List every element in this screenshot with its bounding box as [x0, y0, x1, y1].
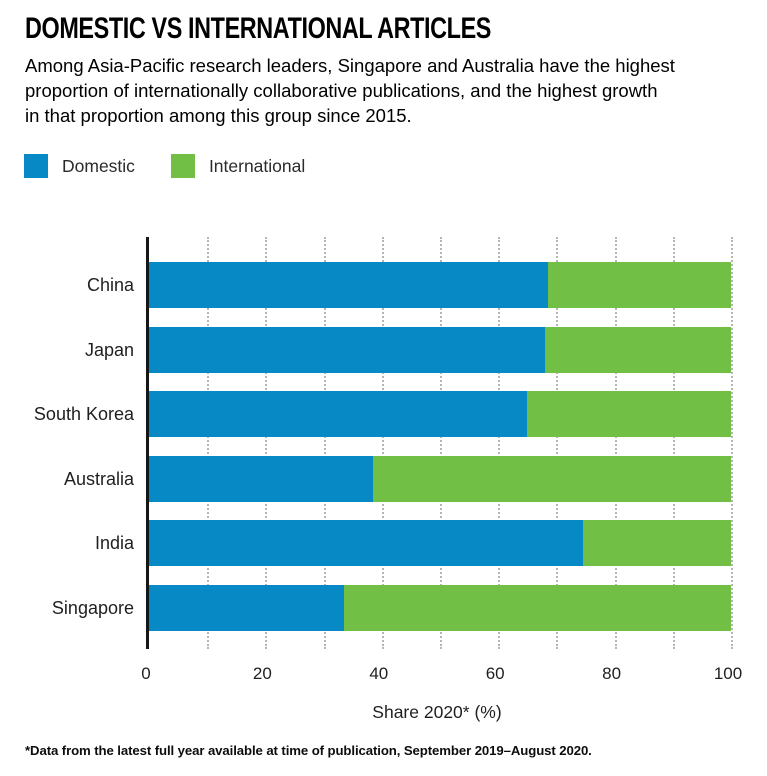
chart-subtitle: Among Asia-Pacific research leaders, Sin…: [25, 53, 675, 128]
x-tick-label-60: 60: [485, 664, 505, 683]
subtitle-line-3: in that proportion among this group sinc…: [25, 105, 412, 126]
x-tick-label-100: 100: [713, 664, 743, 683]
category-label-india: India: [94, 533, 134, 554]
bar-segment-domestic-china: [149, 262, 548, 308]
bar-row-india: [149, 520, 731, 567]
gridline-90: [672, 237, 675, 649]
category-label-singapore: Singapore: [51, 598, 134, 618]
category-label-japan: Japan: [84, 339, 134, 360]
gridline-70: [556, 237, 559, 649]
plot-area: [146, 237, 733, 649]
bar-row-japan: [149, 326, 731, 373]
gridline-80: [614, 237, 617, 649]
domestic-color-swatch: [24, 154, 48, 178]
bar-segment-domestic-south-korea: [149, 391, 528, 438]
bar-segment-domestic-japan: [149, 326, 545, 373]
bar-row-australia: [149, 455, 731, 502]
bar-segment-international-australia: [373, 455, 731, 502]
bar-segment-international-india: [582, 520, 731, 567]
subtitle-line-2: proportion of internationally collaborat…: [25, 80, 658, 101]
international-color-swatch: [170, 154, 195, 178]
gridline-20: [265, 237, 268, 649]
bar-segment-domestic-australia: [149, 455, 374, 502]
gridline-50: [440, 237, 442, 649]
bar-segment-international-singapore: [343, 585, 731, 631]
x-tick-label-80: 80: [602, 664, 622, 683]
bar-row-china: [149, 262, 731, 308]
legend: Domestic International: [24, 154, 305, 178]
x-tick-label-20: 20: [252, 664, 272, 683]
legend-item-domestic: Domestic: [24, 154, 135, 178]
legend-label-domestic: Domestic: [62, 155, 135, 176]
subtitle-line-1: Among Asia-Pacific research leaders, Sin…: [25, 55, 675, 76]
bar-row-south-korea: [149, 391, 731, 438]
gridline-10: [207, 237, 210, 649]
bar-row-singapore: [149, 585, 731, 631]
chart-title: DOMESTIC VS INTERNATIONAL ARTICLES: [25, 12, 492, 45]
bar-segment-international-japan: [544, 326, 731, 373]
bar-segment-international-china: [547, 262, 731, 308]
bar-segment-domestic-singapore: [149, 585, 344, 631]
x-axis-label: Share 2020* (%): [372, 702, 502, 722]
bar-segment-domestic-india: [149, 520, 583, 567]
category-label-china: China: [86, 275, 134, 295]
category-label-south-korea: South Korea: [33, 404, 134, 425]
category-label-australia: Australia: [63, 468, 134, 489]
gridline-40: [381, 237, 384, 649]
x-tick-label-0: 0: [141, 664, 151, 683]
x-tick-label-40: 40: [369, 664, 389, 683]
gridline-100: [731, 237, 733, 649]
legend-item-international: International: [170, 154, 306, 178]
bar-segment-international-south-korea: [527, 391, 731, 438]
gridline-30: [323, 237, 326, 649]
footnote: *Data from the latest full year availabl…: [25, 743, 592, 758]
legend-label-international: International: [208, 155, 306, 176]
gridline-60: [498, 237, 501, 649]
